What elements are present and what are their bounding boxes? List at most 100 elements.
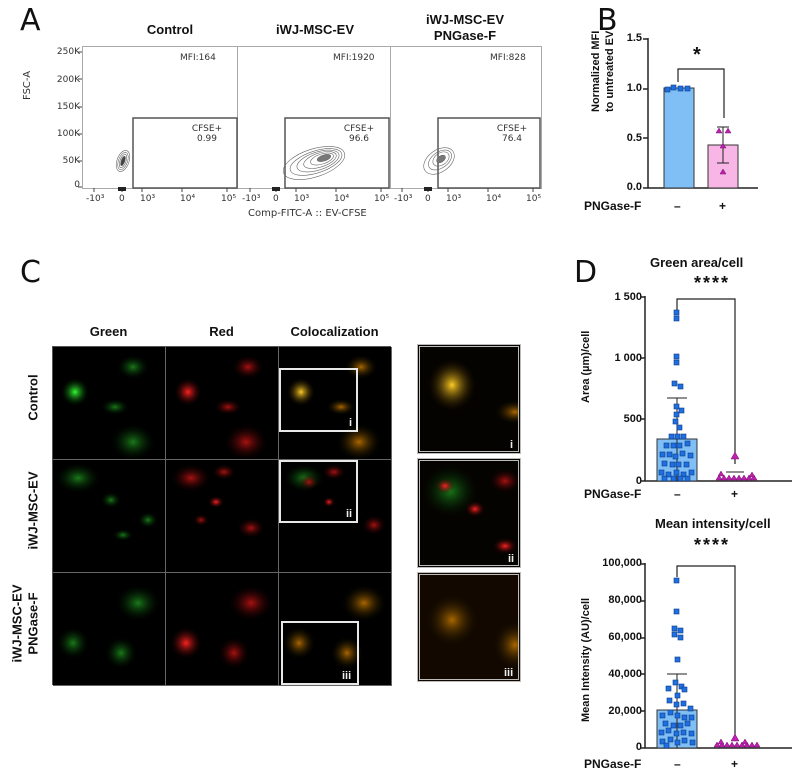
- chart-d-bottom-x-tick-minus: –: [674, 757, 681, 771]
- image-control-green: [53, 347, 166, 460]
- chart-d-bottom-y-tick: 0: [635, 741, 642, 753]
- flow-y-label: FSC-A: [22, 70, 33, 100]
- chart-d-bottom-y-tick: 100,000: [602, 557, 642, 569]
- flow-y-tick: 0: [74, 180, 80, 190]
- flow-y-tick: 200K: [56, 75, 80, 85]
- chart-d-bottom-y-tick: 40,000: [608, 668, 642, 680]
- flow-x-tick: -10³: [242, 194, 261, 204]
- zoom-inset-label-ii: ii: [508, 553, 515, 565]
- flow-y-tick: 250K: [56, 47, 80, 57]
- flow-x-tick: -10³: [394, 194, 413, 204]
- inset-box-i: [279, 368, 358, 432]
- flow-x-tick: 10⁴: [486, 194, 502, 204]
- chart-d-top-significance: ****: [694, 273, 731, 293]
- bar-chart-d-top: [640, 296, 792, 482]
- zoom-inset-label-iii: iii: [504, 667, 514, 679]
- row-header-ev: iWJ-MSC-EV: [25, 471, 41, 550]
- chart-d-bottom-title: Mean intensity/cell: [655, 516, 771, 531]
- bar-b-x-axis-name: PNGase-F: [584, 199, 642, 213]
- chart-d-bottom-y-label: Mean Intensity (AU)/cell: [580, 597, 592, 722]
- chart-d-top-y-tick: 500: [623, 413, 642, 425]
- image-pngase-red: [166, 573, 279, 686]
- bar-b-y-tick: 1.0: [626, 82, 642, 94]
- inset-label-i: i: [349, 417, 353, 429]
- flow-x-tick: 10⁵: [221, 194, 237, 204]
- mfi-ev: MFI:1920: [333, 53, 375, 63]
- inset-label-iii: iii: [342, 670, 352, 682]
- mfi-control: MFI:164: [180, 53, 216, 63]
- chart-d-top-y-tick: 1 500: [614, 291, 642, 303]
- chart-d-bottom-x-axis-name: PNGase-F: [584, 757, 642, 771]
- chart-d-bottom-x-tick-plus: +: [731, 757, 739, 771]
- flow-x-tick: 0: [273, 194, 279, 204]
- inset-label-ii: ii: [346, 508, 353, 520]
- flow-title-pngase-line1: iWJ-MSC-EV: [426, 12, 504, 27]
- bar-b-y-label-2: to untreated EV: [604, 30, 616, 112]
- bar-chart-b: [643, 38, 758, 189]
- panel-letter-a: A: [20, 3, 41, 38]
- image-ev-colocalization: ii: [279, 460, 392, 573]
- image-control-red: [166, 347, 279, 460]
- gate-label-pngase: CFSE+: [496, 124, 528, 134]
- flow-x-tick: -10³: [86, 194, 105, 204]
- flow-x-tick: 10⁴: [334, 194, 350, 204]
- chart-d-top-x-tick-minus: –: [674, 487, 681, 501]
- chart-d-top-y-tick: 1 000: [614, 352, 642, 364]
- inset-box-ii: [279, 460, 358, 523]
- chart-d-bottom-y-tick: 60,000: [608, 631, 642, 643]
- bar-b-significance: *: [693, 44, 701, 66]
- image-ev-green: [53, 460, 166, 573]
- image-pngase-colocalization: iii: [279, 573, 392, 686]
- flow-y-tick: 150K: [56, 102, 80, 112]
- chart-d-top-x-tick-plus: +: [731, 487, 739, 501]
- image-pngase-green: [53, 573, 166, 686]
- chart-d-top-y-tick: 0: [635, 475, 642, 487]
- bar-b-y-tick: 1.5: [626, 32, 642, 44]
- zoom-inset-ii: ii: [417, 458, 521, 568]
- row-header-pngase-line2: PNGase-F: [25, 592, 41, 655]
- chart-d-bottom-y-tick: 20,000: [608, 705, 642, 717]
- panel-letter-d: D: [574, 255, 598, 290]
- flow-x-tick: 10⁴: [180, 194, 196, 204]
- bar-b-x-tick-minus: –: [674, 199, 681, 213]
- image-control-colocalization: i: [279, 347, 392, 460]
- zoom-inset-i: i: [417, 344, 521, 454]
- zoom-inset-iii: iii: [417, 572, 521, 682]
- flow-x-tick: 10⁵: [526, 194, 542, 204]
- gate-label-ev: CFSE+: [343, 124, 375, 134]
- gate-value-control: 0.99: [196, 134, 218, 144]
- flow-x-tick: 10³: [294, 194, 310, 204]
- flow-x-tick: 0: [425, 194, 431, 204]
- col-header-colocalization: Colocalization: [290, 324, 379, 339]
- flow-x-tick: 10³: [140, 194, 156, 204]
- chart-d-bottom-significance: ****: [694, 535, 731, 555]
- flow-title-control: Control: [146, 22, 194, 37]
- chart-d-bottom-y-tick: 80,000: [608, 594, 642, 606]
- microscopy-grid: i ii iii: [52, 346, 392, 686]
- bar-b-y-label-1: Normalized MFI: [590, 30, 602, 112]
- gate-label-control: CFSE+: [191, 124, 223, 134]
- flow-y-tick: 50K: [62, 156, 80, 166]
- flow-x-tick: 10⁵: [374, 194, 390, 204]
- col-header-red: Red: [209, 324, 234, 339]
- flow-title-pngase-line2: PNGase-F: [433, 28, 497, 43]
- flow-y-tick: 100K: [56, 129, 80, 139]
- bar-b-y-tick: 0.5: [626, 132, 642, 144]
- bar-b-x-tick-plus: +: [719, 199, 727, 213]
- row-header-control: Control: [25, 374, 41, 421]
- flow-x-label: Comp-FITC-A :: EV-CFSE: [248, 208, 367, 219]
- row-header-pngase-line1: iWJ-MSC-EV: [9, 584, 25, 663]
- mfi-pngase: MFI:828: [490, 53, 526, 63]
- flow-title-ev: iWJ-MSC-EV: [276, 22, 354, 37]
- chart-d-top-x-axis-name: PNGase-F: [584, 487, 642, 501]
- bar-b-y-tick: 0.0: [626, 181, 642, 193]
- chart-d-top-title: Green area/cell: [650, 255, 744, 270]
- panel-letter-c: C: [20, 255, 41, 290]
- chart-d-top-y-label: Area (µm)/cell: [580, 330, 592, 403]
- image-ev-red: [166, 460, 279, 573]
- col-header-green: Green: [89, 324, 128, 339]
- flow-x-tick: 10³: [446, 194, 462, 204]
- flow-plots-svg: [78, 46, 542, 192]
- bar-chart-d-bottom: [640, 563, 792, 749]
- flow-x-tick: 0: [119, 194, 125, 204]
